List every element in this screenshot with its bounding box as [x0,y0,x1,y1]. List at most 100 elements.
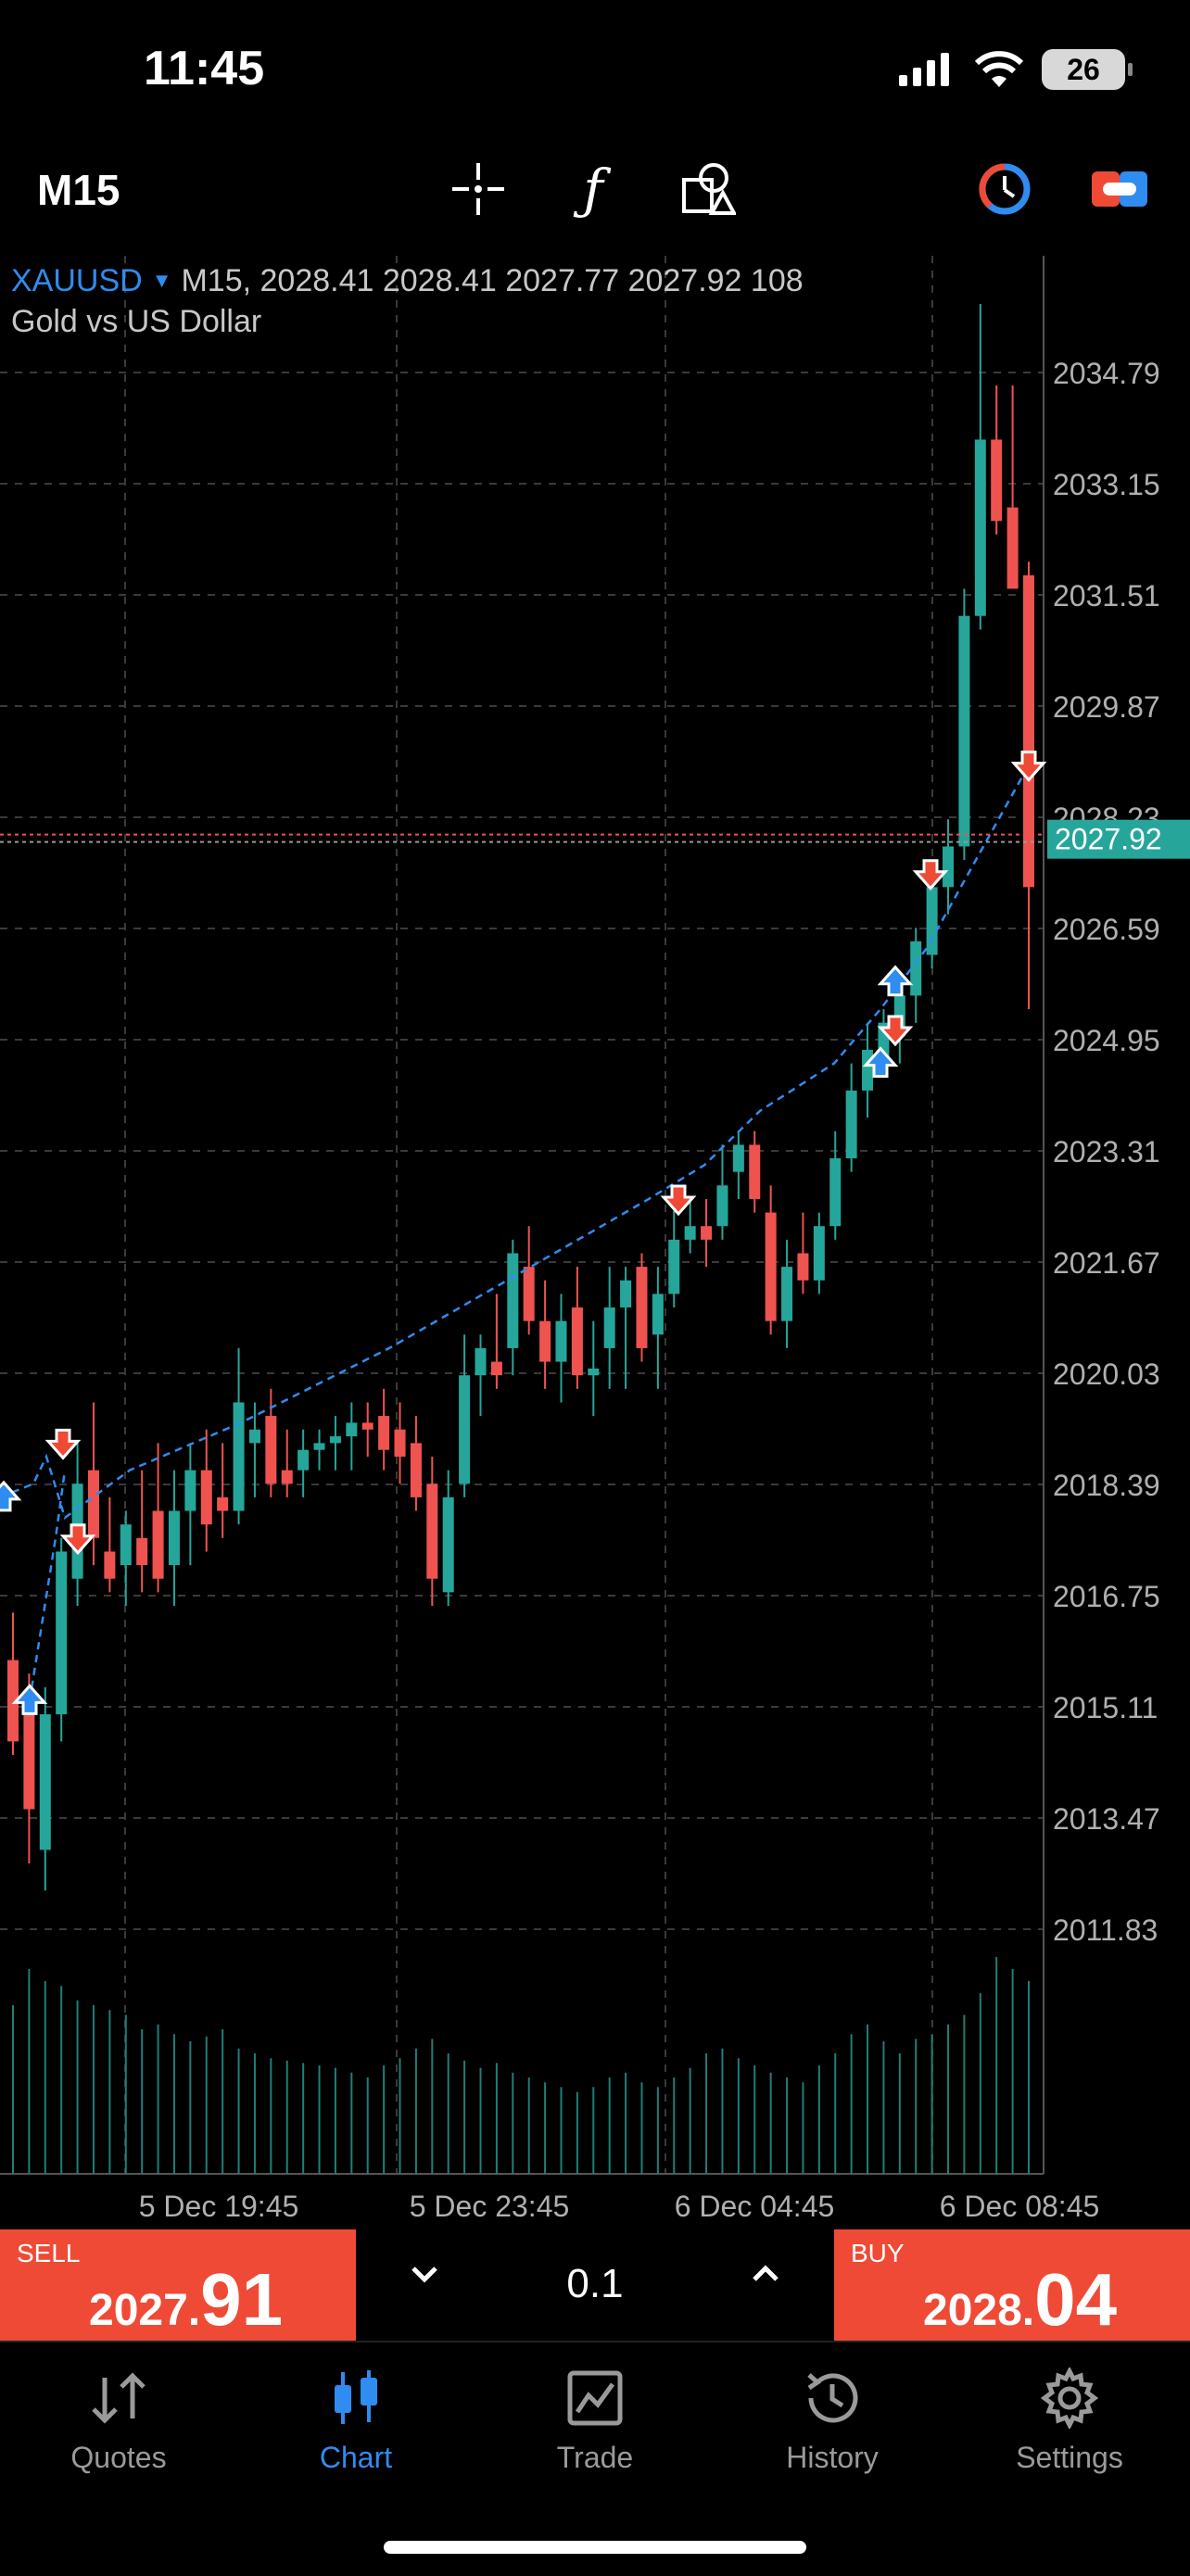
candle-body [475,1347,487,1376]
tab-trade[interactable]: Trade [502,2361,688,2475]
chart-area[interactable]: 2034.79 2033.15 2031.51 2029.87 2028.23 2026.… [0,256,1190,2229]
time-axis-label: 5 Dec 23:45 [410,2190,570,2223]
trade-connection-line [0,764,1031,1520]
candle-body [926,887,938,955]
price-axis-label: 2024.95 [1053,1024,1160,1057]
candle-body [701,1226,713,1240]
candle-bull [910,928,922,1023]
tab-chart[interactable]: Chart [263,2361,449,2475]
candle-bull [732,1130,744,1199]
candle-body [313,1443,325,1450]
candle-body [394,1429,406,1457]
candle-bear [104,1496,116,1593]
candle-body [507,1253,519,1348]
sell-price: 2027.91 [89,2257,283,2342]
settings-gear-icon [977,2361,1162,2435]
price-axis-label: 2020.03 [1053,1357,1160,1391]
price-axis-label: 2018.39 [1053,1469,1160,1502]
candle-body [281,1470,293,1484]
symbol-name[interactable]: XAUUSD [11,263,143,298]
lot-value[interactable]: 0.1 [566,2261,624,2306]
chevron-down-icon[interactable] [408,2257,441,2300]
candle-body [346,1422,358,1437]
candle-bear [490,1294,502,1389]
candle-body [136,1537,148,1566]
candle-bull [346,1402,358,1471]
tab-settings[interactable]: Settings [977,2361,1162,2475]
price-axis-label: 2011.83 [1053,1913,1158,1947]
candle-bull [974,304,986,630]
indicator-function-icon[interactable]: ƒ [583,158,603,221]
candle-body [555,1320,567,1362]
candle-body [410,1443,422,1497]
candle-body [39,1714,51,1850]
price-axis-label: 2029.87 [1053,690,1160,724]
sell-button[interactable]: SELL 2027.91 [0,2229,356,2341]
buy-trade-arrow-icon [0,1480,22,1512]
candle-bull [329,1416,341,1471]
time-axis-label: 6 Dec 04:45 [675,2190,835,2223]
buy-trade-arrow-icon [877,965,914,997]
candle-body [620,1280,632,1308]
buy-trade-arrow-icon [11,1684,48,1715]
candle-body [684,1226,696,1240]
price-axis-label: 2021.67 [1053,1246,1160,1280]
trade-levels-toggle-icon[interactable] [1090,159,1149,219]
symbol-info: XAUUSD ▼ M15, 2028.41 2028.41 2027.77 2027… [11,263,804,299]
candle-bear [281,1429,293,1497]
candle-bull [845,1063,857,1172]
candle-body [571,1307,583,1376]
candle-bear [797,1212,809,1294]
candle-body [781,1267,793,1321]
candle-body [1006,507,1019,589]
chart-candles-icon [263,2361,449,2435]
price-axis-label: 2026.59 [1053,913,1160,946]
buy-label: BUY [851,2239,905,2267]
sell-trade-arrow-icon [660,1184,697,1217]
current-price-label: 2027.92 [1055,823,1162,856]
crosshair-icon[interactable] [449,159,508,219]
candle-bear [7,1612,19,1755]
candle-bear [1006,385,1019,589]
tab-history[interactable]: History [740,2361,925,2475]
candle-body [459,1375,471,1484]
candle-bull [926,873,938,969]
candle-body [329,1436,341,1444]
candle-bull [168,1470,180,1606]
objects-shapes-icon[interactable] [678,159,738,219]
price-chart[interactable]: 2034.792033.152031.512029.872028.232026.… [0,256,1190,2229]
buy-button[interactable]: BUY 2028.04 [834,2229,1190,2341]
price-axis-label: 2023.31 [1053,1135,1160,1168]
candle-bull [459,1334,471,1497]
home-indicator [384,2541,806,2554]
symbol-dropdown-icon[interactable]: ▼ [151,269,172,292]
candle-body [7,1660,19,1742]
signal-icon [899,53,949,86]
candle-bull [684,1198,696,1254]
chart-toolbar: M15 ƒ [0,148,1190,232]
candle-bull [184,1443,196,1566]
candle-bull [56,1537,68,1742]
quotes-arrows-icon [26,2361,211,2435]
sell-label: SELL [17,2239,81,2267]
candle-bull [233,1347,245,1525]
status-icons: 26 [897,44,1133,95]
candle-bull [862,1022,874,1118]
candle-body [298,1449,310,1471]
chevron-up-icon[interactable] [749,2257,782,2300]
candle-bull [313,1429,325,1471]
buy-price-big: 04 [1034,2258,1118,2341]
candle-body [56,1551,68,1715]
candle-bear [765,1185,777,1335]
timeframe-button[interactable]: M15 [37,166,120,214]
status-time: 11:45 [144,42,265,95]
candle-bear [361,1402,373,1457]
tab-label: Settings [1016,2441,1123,2474]
sell-trade-arrow-icon [59,1523,96,1556]
candle-body [152,1510,164,1579]
tab-label: Chart [319,2441,393,2474]
time-axis-label: 5 Dec 19:45 [139,2190,299,2223]
one-click-trading-icon[interactable] [975,159,1034,219]
sell-price-big: 91 [200,2258,284,2341]
tab-quotes[interactable]: Quotes [26,2361,211,2475]
